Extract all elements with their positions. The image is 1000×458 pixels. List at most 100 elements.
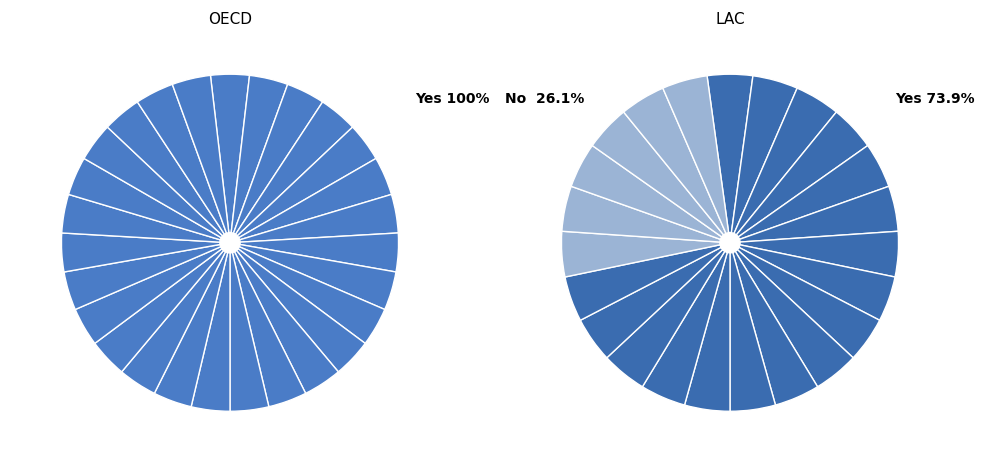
Text: MEX: MEX [17, 293, 44, 303]
Wedge shape [230, 243, 338, 393]
Text: PRY: PRY [629, 415, 653, 425]
Wedge shape [230, 233, 399, 272]
Text: ECU: ECU [913, 303, 937, 313]
Text: CZE: CZE [423, 249, 447, 259]
Text: FIN: FIN [371, 371, 392, 381]
Wedge shape [230, 243, 365, 372]
Text: BLZ: BLZ [782, 51, 806, 61]
Wedge shape [62, 194, 230, 243]
Wedge shape [730, 146, 889, 243]
Wedge shape [230, 243, 269, 411]
Text: FRA: FRA [337, 400, 361, 409]
Wedge shape [730, 76, 797, 243]
Text: CHE: CHE [160, 49, 185, 59]
Wedge shape [707, 74, 753, 243]
Title: LAC: LAC [715, 12, 745, 27]
Wedge shape [230, 102, 353, 243]
Wedge shape [122, 243, 230, 393]
Wedge shape [69, 158, 230, 243]
Text: NLD: NLD [230, 44, 256, 54]
Wedge shape [562, 186, 730, 243]
Wedge shape [230, 75, 288, 243]
Text: Yes 73.9%: Yes 73.9% [895, 92, 975, 106]
Wedge shape [607, 243, 730, 387]
Wedge shape [172, 75, 230, 243]
Wedge shape [137, 84, 230, 243]
Wedge shape [571, 146, 730, 243]
Wedge shape [730, 186, 898, 243]
Text: PER: PER [583, 388, 608, 398]
Text: LVA: LVA [67, 371, 89, 381]
Wedge shape [95, 243, 230, 372]
Text: EST: EST [398, 335, 421, 345]
Wedge shape [730, 88, 836, 243]
Wedge shape [230, 84, 323, 243]
Wedge shape [191, 243, 230, 411]
Text: MEX: MEX [756, 430, 784, 440]
Wedge shape [230, 158, 391, 243]
Text: AUT: AUT [317, 65, 342, 75]
Wedge shape [561, 231, 730, 277]
Wedge shape [624, 88, 730, 243]
Wedge shape [592, 112, 730, 243]
Wedge shape [64, 243, 230, 310]
Text: CAN: CAN [385, 122, 411, 132]
Wedge shape [230, 243, 306, 407]
Text: GRD: GRD [531, 148, 558, 158]
Text: CHL: CHL [408, 161, 432, 171]
Text: URY: URY [522, 303, 547, 313]
Text: SUR: SUR [652, 51, 678, 61]
Text: ISL: ISL [188, 430, 207, 440]
Text: TTO: TTO [547, 349, 572, 360]
Text: No  26.1%: No 26.1% [505, 92, 584, 106]
Wedge shape [61, 233, 230, 272]
Wedge shape [565, 243, 730, 320]
Text: ARG: ARG [704, 44, 730, 54]
Wedge shape [730, 243, 880, 358]
Wedge shape [730, 231, 899, 277]
Wedge shape [75, 243, 230, 344]
Text: HTI: HTI [567, 105, 588, 115]
Text: HUN: HUN [253, 430, 280, 440]
Wedge shape [730, 243, 853, 387]
Wedge shape [230, 243, 396, 310]
Wedge shape [210, 74, 250, 243]
Wedge shape [642, 243, 730, 405]
Text: PAN: PAN [679, 430, 704, 440]
Wedge shape [730, 243, 895, 320]
Text: COL: COL [902, 148, 927, 158]
Text: LUX: LUX [38, 335, 62, 345]
Wedge shape [730, 112, 868, 243]
Text: DOM: DOM [923, 251, 953, 261]
Wedge shape [685, 243, 730, 411]
Text: GTM: GTM [888, 349, 916, 360]
Text: AUS: AUS [275, 49, 300, 59]
Text: SWE: SWE [115, 65, 143, 75]
Circle shape [220, 233, 240, 253]
Title: OECD: OECD [208, 12, 252, 27]
Text: POL: POL [28, 161, 52, 171]
Wedge shape [230, 243, 385, 344]
Text: CRI: CRI [920, 198, 940, 208]
Wedge shape [730, 243, 818, 405]
Text: BRA: BRA [831, 72, 856, 82]
Text: SLV: SLV [518, 198, 540, 208]
Text: SVN: SVN [49, 122, 75, 132]
Wedge shape [663, 76, 730, 243]
Wedge shape [580, 243, 730, 358]
Text: HND: HND [852, 388, 880, 398]
Wedge shape [230, 194, 398, 243]
Text: JAM: JAM [807, 415, 831, 425]
Wedge shape [730, 243, 775, 411]
Text: Yes 100%: Yes 100% [415, 92, 490, 106]
Text: NIC: NIC [608, 72, 629, 82]
Text: DNK: DNK [416, 293, 443, 303]
Text: ESP: ESP [82, 89, 105, 99]
Text: COL: COL [421, 204, 445, 214]
Text: CHL: CHL [872, 105, 896, 115]
Text: JPN: JPN [142, 420, 164, 430]
Wedge shape [230, 127, 376, 243]
Text: KOR: KOR [98, 400, 123, 409]
Wedge shape [84, 127, 230, 243]
Text: DEU: DEU [296, 420, 322, 430]
